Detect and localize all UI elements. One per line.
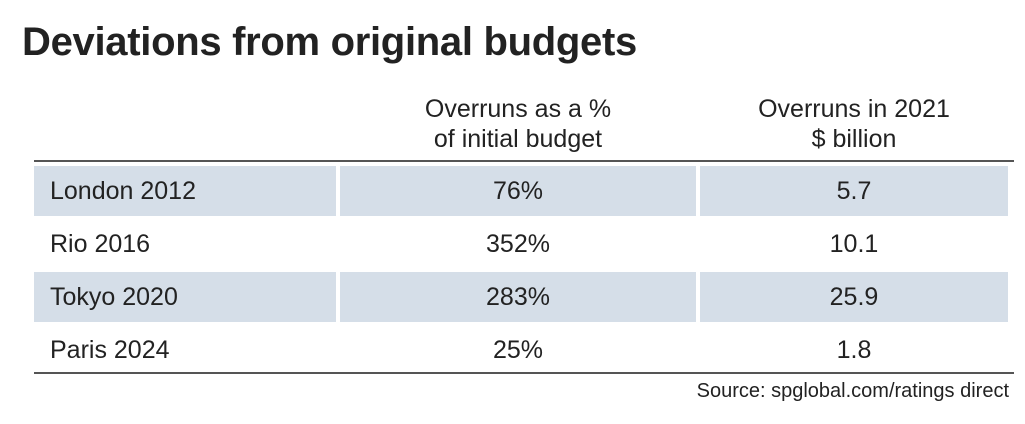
column-header-line: $ billion bbox=[811, 125, 897, 153]
row-billion-cell: 25.9 bbox=[700, 272, 1008, 322]
column-header-line: of initial budget bbox=[433, 125, 603, 153]
column-header-line: Overruns as a % bbox=[424, 95, 612, 123]
table-bottom-rule bbox=[34, 372, 1014, 374]
row-name-cell: London 2012 bbox=[34, 166, 336, 216]
column-header-line: Overruns in 2021 bbox=[758, 95, 950, 123]
source-note: Source: spglobal.com/ratings direct bbox=[696, 380, 1009, 402]
row-billion-cell: 1.8 bbox=[836, 336, 872, 364]
table-row: Rio 2016 352% 10.1 bbox=[34, 219, 1014, 269]
row-name-cell: Paris 2024 bbox=[50, 336, 170, 364]
row-billion-cell: 5.7 bbox=[700, 166, 1008, 216]
table-top-rule bbox=[34, 160, 1014, 162]
chart-title: Deviations from original budgets bbox=[22, 20, 637, 64]
table-row: Paris 2024 25% 1.8 bbox=[34, 325, 1014, 375]
row-percent-cell: 25% bbox=[492, 336, 544, 364]
row-percent-cell: 76% bbox=[340, 166, 696, 216]
row-percent-cell: 283% bbox=[340, 272, 696, 322]
row-billion-cell: 10.1 bbox=[829, 230, 879, 258]
column-header-overruns-percent: Overruns as a % of initial budget bbox=[340, 94, 696, 154]
row-name-cell: Rio 2016 bbox=[50, 230, 151, 258]
row-percent-cell: 352% bbox=[486, 230, 550, 258]
table-row: Tokyo 2020 283% 25.9 bbox=[34, 272, 1014, 322]
row-name-cell: Tokyo 2020 bbox=[34, 272, 336, 322]
column-header-overruns-billion: Overruns in 2021 $ billion bbox=[700, 94, 1008, 154]
table-row: London 2012 76% 5.7 bbox=[34, 166, 1014, 216]
